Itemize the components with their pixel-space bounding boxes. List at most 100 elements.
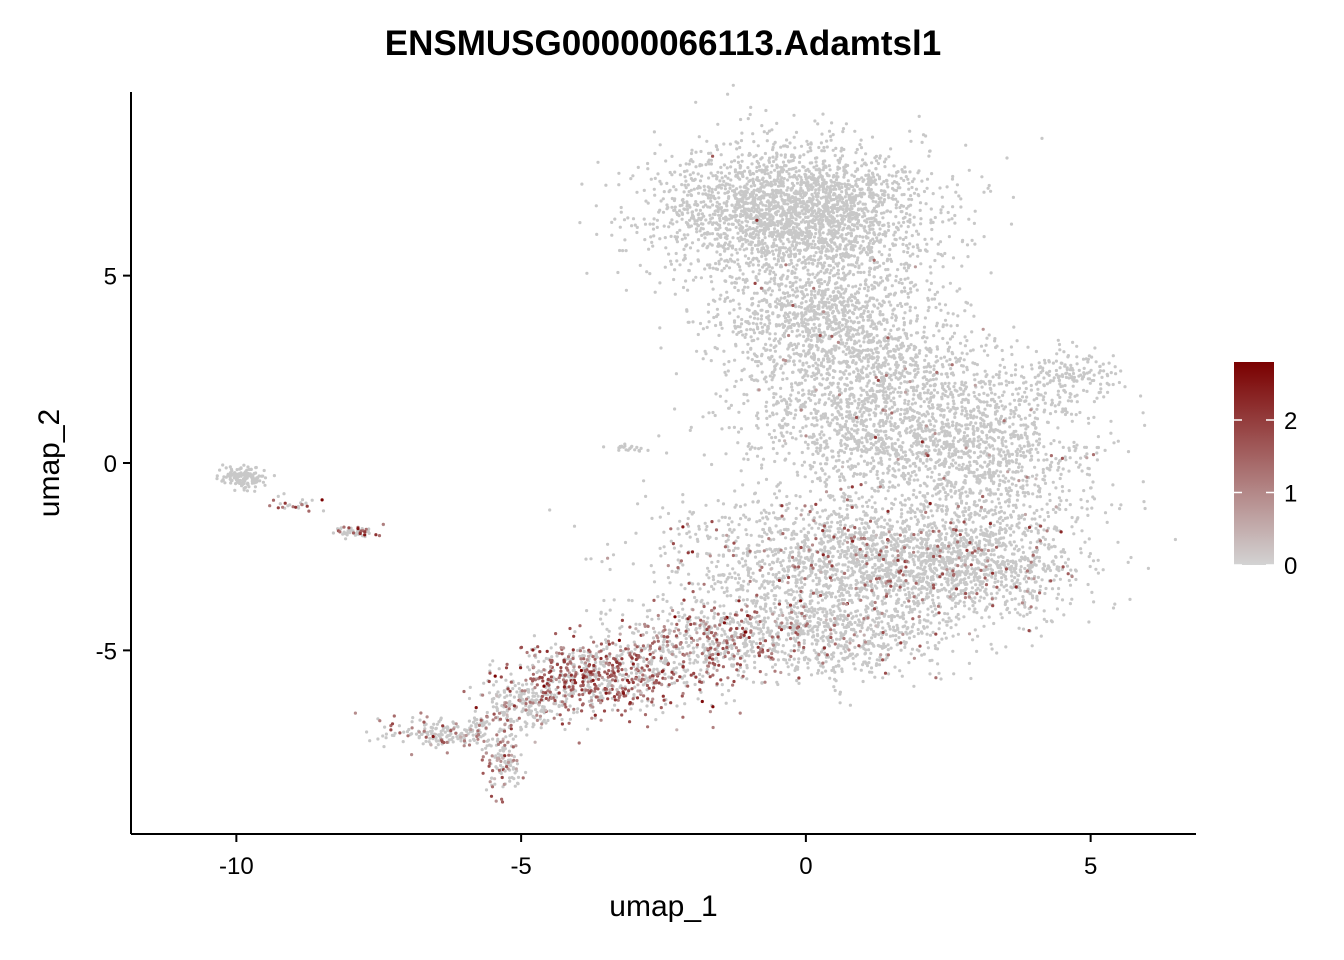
cell-point xyxy=(688,246,693,250)
cell-point xyxy=(887,354,891,358)
cell-point xyxy=(623,238,627,242)
cell-point xyxy=(795,222,799,226)
cell-point xyxy=(710,243,714,247)
cell-point xyxy=(810,161,814,165)
cell-point xyxy=(707,186,712,190)
cell-point xyxy=(764,183,768,187)
cell-point xyxy=(722,201,726,205)
cell-point xyxy=(788,247,792,252)
cell-point xyxy=(718,297,722,301)
cell-point xyxy=(869,176,873,180)
cell-point xyxy=(813,119,817,123)
cell-point xyxy=(756,416,760,421)
cell-point xyxy=(730,160,734,164)
cell-point xyxy=(792,323,796,327)
cell-point xyxy=(787,232,792,236)
cell-point xyxy=(776,258,780,262)
cell-point xyxy=(674,188,678,192)
cell-point xyxy=(956,314,960,318)
cell-point xyxy=(883,190,887,194)
cell-point xyxy=(941,205,945,209)
cell-point xyxy=(779,296,783,300)
cell-point xyxy=(775,244,779,248)
cell-point xyxy=(762,185,766,189)
cell-point xyxy=(844,287,848,291)
cell-point xyxy=(767,207,771,211)
cell-point xyxy=(929,207,933,211)
cell-point xyxy=(727,222,731,226)
cell-point xyxy=(760,254,764,259)
cell-point xyxy=(877,223,881,227)
cell-point xyxy=(866,364,870,368)
cell-point xyxy=(910,185,914,190)
cell-point xyxy=(852,354,856,358)
cell-point xyxy=(847,239,851,243)
cell-point xyxy=(836,236,840,240)
cell-point xyxy=(833,192,837,196)
cell-point xyxy=(887,224,891,228)
cell-point xyxy=(943,381,947,385)
cell-point xyxy=(930,470,934,474)
cell-point xyxy=(905,370,909,374)
cell-point xyxy=(899,390,903,395)
cell-point xyxy=(907,416,911,420)
cell-point xyxy=(852,423,857,427)
cell-point xyxy=(798,215,802,219)
cell-point xyxy=(868,258,872,263)
cell-point xyxy=(645,270,649,274)
cell-point xyxy=(912,177,916,181)
cell-point xyxy=(652,234,656,238)
cell-point xyxy=(772,205,776,209)
cell-point xyxy=(946,395,950,399)
cell-point xyxy=(819,383,823,387)
cell-point xyxy=(781,251,785,256)
cell-point xyxy=(789,159,794,163)
cell-point xyxy=(825,195,830,199)
cell-point xyxy=(762,191,767,195)
cell-point xyxy=(808,283,812,287)
cell-point xyxy=(741,226,745,230)
cell-point xyxy=(823,214,827,218)
cell-point xyxy=(833,303,837,307)
cell-point xyxy=(875,355,880,359)
cell-point xyxy=(867,353,871,357)
cell-point xyxy=(925,279,929,283)
cell-point xyxy=(791,153,795,157)
cell-point xyxy=(964,143,968,147)
cell-point xyxy=(924,134,928,138)
cell-point xyxy=(891,242,895,246)
cell-point xyxy=(784,442,788,446)
cell-point xyxy=(833,206,837,210)
cell-point xyxy=(810,280,814,284)
cell-point xyxy=(928,265,932,269)
cell-point xyxy=(618,225,622,229)
cell-point xyxy=(738,247,742,251)
cell-point xyxy=(765,348,769,352)
cell-point xyxy=(837,161,841,165)
cell-point xyxy=(986,186,990,190)
cell-point xyxy=(1000,348,1004,353)
cell-point xyxy=(859,359,864,363)
cell-point xyxy=(730,222,734,226)
cell-point xyxy=(635,190,639,194)
cell-point xyxy=(904,212,909,216)
cell-point xyxy=(901,242,905,246)
cell-point xyxy=(825,420,830,424)
cell-point xyxy=(847,187,851,191)
cell-point xyxy=(995,344,999,348)
cell-point xyxy=(982,349,987,353)
cell-point xyxy=(758,228,762,232)
cell-point xyxy=(785,405,790,409)
cell-point xyxy=(756,222,760,226)
cell-point xyxy=(837,181,842,185)
cell-point xyxy=(974,421,978,425)
cell-point xyxy=(912,393,916,397)
cell-point xyxy=(816,317,820,321)
cell-point xyxy=(798,249,802,253)
cell-point xyxy=(869,332,874,336)
cell-point xyxy=(621,249,625,253)
cell-point xyxy=(862,248,866,252)
cell-point xyxy=(761,238,765,242)
cell-point xyxy=(810,245,814,250)
cell-point xyxy=(807,225,811,230)
